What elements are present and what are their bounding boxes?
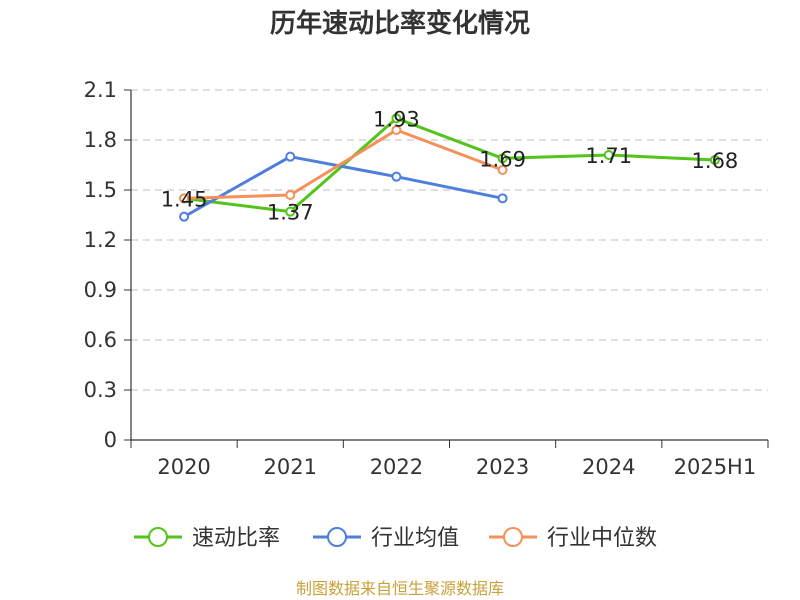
series-point[interactable] (391, 171, 402, 182)
series-point[interactable] (497, 165, 508, 175)
x-tick-label: 2025H1 (674, 455, 757, 479)
series-point[interactable] (497, 193, 508, 204)
y-tick-label: 1.2 (84, 228, 117, 252)
series-point[interactable] (709, 155, 720, 165)
y-tick-label: 1.5 (84, 178, 117, 202)
data-labels: 1.45 1.37 1.93 1.69 1.71 1.68 (161, 107, 739, 224)
legend-swatch-marker[interactable] (503, 527, 523, 547)
legend-swatch-marker[interactable] (327, 527, 347, 547)
data-label: 1.93 (373, 107, 420, 131)
data-label: 1.71 (585, 144, 632, 168)
series-group (179, 113, 720, 222)
y-tick-label: 0.3 (84, 378, 117, 402)
legend[interactable]: 速动比率 行业均值 行业中位数 (134, 526, 657, 551)
y-tick-label: 0 (104, 428, 117, 452)
x-tick-label: 2020 (157, 455, 210, 479)
series-point[interactable] (179, 193, 190, 204)
series-point[interactable] (603, 150, 614, 160)
x-tick-label: 2023 (476, 455, 529, 479)
data-label: 1.68 (692, 149, 739, 173)
series-point[interactable] (285, 190, 296, 200)
x-tick-label: 2021 (264, 455, 317, 479)
legend-item-label[interactable]: 速动比率 (192, 526, 280, 551)
y-tick-label: 0.6 (84, 328, 117, 352)
series-point[interactable] (285, 151, 296, 162)
series-line-1 (183, 155, 503, 218)
series-point[interactable] (391, 113, 402, 124)
legend-item-label[interactable]: 行业均值 (371, 526, 459, 551)
x-tick-label: 2022 (370, 455, 423, 479)
axes: 0 0.3 0.6 0.9 1.2 1.5 1.8 2.1 2020 2021 2022 2023 20… (84, 78, 769, 479)
series-point[interactable] (391, 125, 402, 135)
source-note: 制图数据来自恒生聚源数据库 (296, 579, 504, 598)
y-tick-label: 0.9 (84, 278, 117, 302)
legend-item-label[interactable]: 行业中位数 (547, 526, 657, 551)
data-label: 1.37 (267, 201, 314, 225)
series-line-2 (184, 128, 504, 200)
legend-swatch-marker[interactable] (148, 527, 168, 547)
y-tick-label: 2.1 (84, 78, 117, 102)
series-point[interactable] (497, 153, 508, 164)
series-point[interactable] (285, 206, 296, 217)
chart-title: 历年速动比率变化情况 (270, 8, 530, 39)
data-label: 1.45 (161, 187, 208, 211)
x-tick-label: 2024 (582, 455, 635, 479)
data-label: 1.69 (479, 147, 526, 171)
grid (131, 89, 768, 391)
series-line-0 (183, 116, 715, 214)
y-tick-label: 1.8 (84, 128, 117, 152)
series-point[interactable] (179, 211, 190, 222)
